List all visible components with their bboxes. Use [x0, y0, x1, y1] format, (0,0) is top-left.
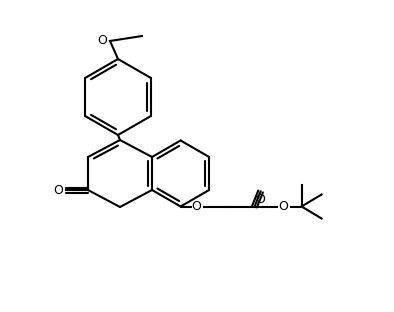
Text: O: O [256, 193, 266, 206]
Text: O: O [191, 200, 201, 213]
Text: O: O [279, 200, 288, 213]
Text: O: O [53, 183, 63, 197]
Text: O: O [97, 35, 107, 47]
